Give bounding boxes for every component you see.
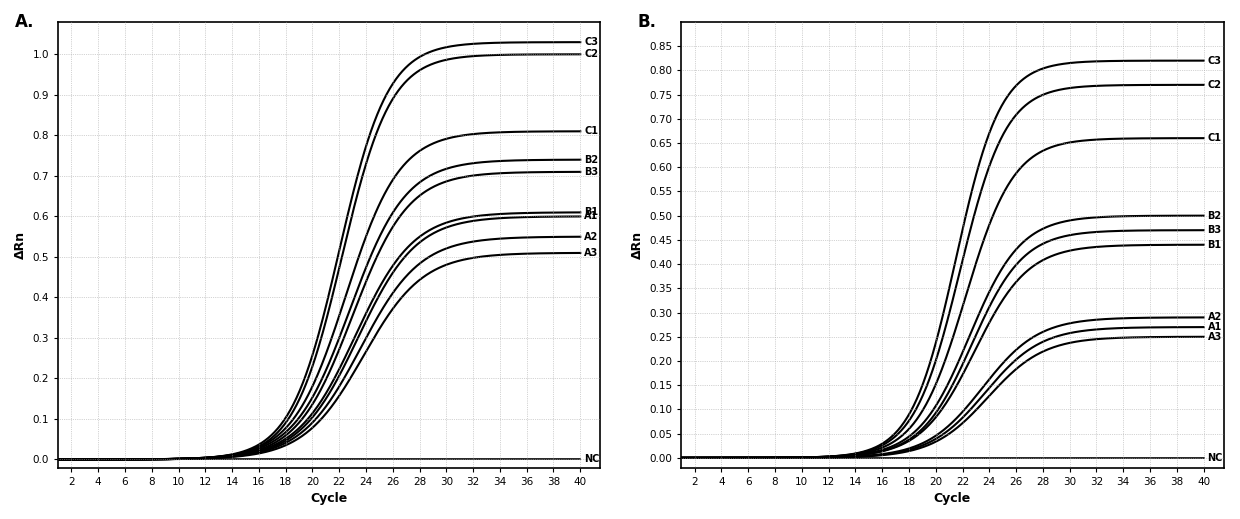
Text: C3: C3 <box>584 37 598 47</box>
Text: C3: C3 <box>1208 56 1221 65</box>
Text: B2: B2 <box>584 155 599 165</box>
Text: B.: B. <box>637 13 657 31</box>
Text: A3: A3 <box>1208 332 1221 342</box>
Text: A1: A1 <box>584 211 599 222</box>
X-axis label: Cycle: Cycle <box>934 492 971 505</box>
Text: B2: B2 <box>1208 211 1221 221</box>
Text: B3: B3 <box>584 167 599 177</box>
Y-axis label: ΔRn: ΔRn <box>631 230 644 259</box>
X-axis label: Cycle: Cycle <box>310 492 347 505</box>
Text: A3: A3 <box>584 248 599 258</box>
Text: NC: NC <box>584 455 600 465</box>
Text: A2: A2 <box>1208 312 1221 322</box>
Text: C2: C2 <box>584 49 598 59</box>
Text: A.: A. <box>15 13 33 31</box>
Text: NC: NC <box>1208 453 1223 463</box>
Text: B1: B1 <box>584 208 599 217</box>
Text: C2: C2 <box>1208 80 1221 90</box>
Text: C1: C1 <box>1208 133 1221 143</box>
Text: C1: C1 <box>584 126 598 136</box>
Y-axis label: ΔRn: ΔRn <box>14 230 27 259</box>
Text: A1: A1 <box>1208 322 1221 332</box>
Text: B3: B3 <box>1208 225 1221 235</box>
Text: B1: B1 <box>1208 240 1221 250</box>
Text: A2: A2 <box>584 232 599 242</box>
